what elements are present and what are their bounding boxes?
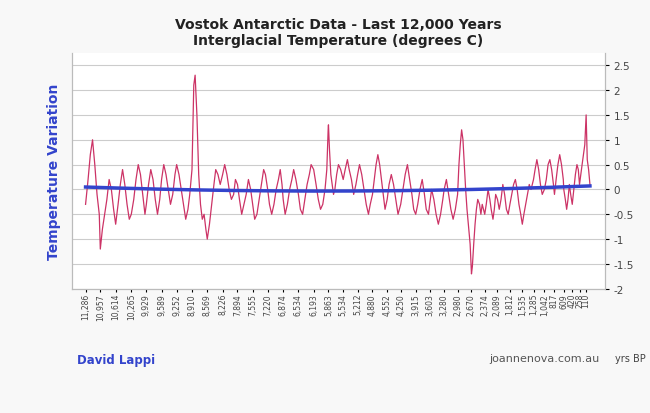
Text: yrs BP: yrs BP [615, 353, 646, 363]
Text: joannenova.com.au: joannenova.com.au [489, 353, 599, 363]
Title: Vostok Antarctic Data - Last 12,000 Years
Interglacial Temperature (degrees C): Vostok Antarctic Data - Last 12,000 Year… [175, 18, 501, 48]
Y-axis label: Temperature Variation: Temperature Variation [47, 83, 61, 259]
Text: David Lappi: David Lappi [77, 353, 155, 366]
